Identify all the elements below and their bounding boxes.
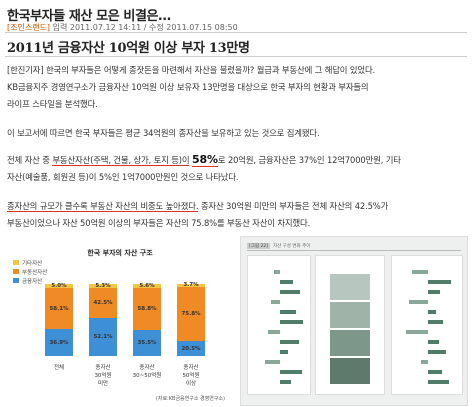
bar-segment-other: 5.0%: [45, 283, 73, 289]
legend-swatch: [13, 269, 19, 274]
asset-structure-figure: 한국 부자의 자산 구조 기타자산 부동산자산 금융자산 (자료:KB금융연구소…: [5, 236, 235, 406]
figure-title: 한국 부자의 자산 구조: [87, 249, 153, 257]
report-figure-header: [그림 22] 자산 구성 변화 추이: [247, 241, 461, 251]
report-figure-bar: [330, 330, 370, 356]
report-figure-bar: [428, 380, 449, 384]
report-figure-bar: [428, 280, 451, 284]
bar-segment-financial: 20.5%: [177, 341, 205, 356]
report-figure-bar: [330, 358, 370, 384]
bar-segment-other: 5.3%: [89, 283, 117, 289]
category-label: 종자산 30억원 미만: [94, 365, 112, 387]
report-figure-bar: [330, 302, 370, 328]
report-figure-bar: [280, 380, 291, 384]
legend-label: 금융자산: [22, 278, 43, 285]
bar-segment-real-estate: 58.1%: [45, 287, 73, 330]
paragraph-total-assets: 이 보고서에 따르면 한국 부자들은 평균 34억원의 종자산을 보유하고 있는…: [7, 128, 320, 138]
report-figure-bar: [268, 330, 280, 334]
legend-item-other: 기타자산: [13, 258, 47, 267]
bar-segment-other: 5.6%: [133, 283, 161, 289]
legend-item-real-estate: 부동산자산: [13, 267, 47, 276]
report-figure-tag: [그림 22]: [247, 242, 270, 249]
stacked-bar: 3.7% 75.8% 20.5%: [177, 282, 205, 356]
figure-footnote: (자료:KB금융연구소 경영연구소): [155, 396, 225, 402]
category-label: 전체: [53, 365, 65, 371]
text-span: 종자산 30억원 미만의 부자들은 전체 자산의 42.5%가: [198, 201, 389, 211]
legend-item-financial: 금융자산: [13, 276, 47, 285]
article-title: 한국부자들 재산 모은 비결은…: [7, 9, 171, 24]
paragraph-line: 전체 자산 중 부동산자산(주택, 건물, 상가, 토지 등)이 58%로 20…: [7, 151, 467, 169]
highlight-real-estate: 부동산자산(주택, 건물, 상가, 토지 등)이: [52, 155, 190, 166]
report-figure-title: 자산 구성 변화 추이: [272, 243, 311, 249]
highlight-58-percent: 58%: [191, 153, 218, 167]
bar-segment-financial: 52.1%: [89, 318, 117, 356]
bar-segment-financial: 36.9%: [45, 329, 73, 356]
subtitle-divider: [5, 56, 467, 57]
paragraph-line: 종자산의 규모가 클수록 부동산 자산의 비중도 높아졌다. 종자산 30억원 …: [7, 198, 467, 215]
article-meta: [조인스랜드] 입력 2011.07.12 14:11 / 수정 2011.07…: [7, 22, 238, 33]
report-figure-bar: [421, 360, 428, 364]
bar-segment-financial: 35.5%: [133, 330, 161, 356]
paragraph-intro: [한진기자] 한국의 부자들은 어떻게 종잣돈을 마련해서 자산을 불렸을까? …: [7, 62, 467, 113]
report-figure-panel: [247, 255, 311, 395]
paragraph-asset-split: 전체 자산 중 부동산자산(주택, 건물, 상가, 토지 등)이 58%로 20…: [7, 151, 467, 186]
text-span: 로 20억원, 금융자산은 37%인 12억7000만원, 기타: [217, 155, 401, 165]
text-span: 전체 자산 중: [7, 155, 53, 165]
report-figure-bar: [428, 290, 440, 294]
report-figure-bar: [409, 300, 428, 304]
article-subtitle: 2011년 금융자산 10억원 이상 부자 13만명: [7, 41, 250, 56]
report-figure-bar: [274, 270, 280, 274]
report-figure-bar: [280, 290, 300, 294]
figure-legend: 기타자산 부동산자산 금융자산: [13, 258, 47, 285]
category-label: 종자산 50억원 이상: [182, 365, 200, 387]
report-figure-bar: [280, 320, 303, 324]
category-label: 종자산 30~50억원: [132, 365, 162, 379]
report-figure-bar: [428, 370, 442, 374]
report-figure-bar: [271, 300, 280, 304]
highlight-scale: 종자산의 규모가 클수록 부동산 자산의 비중도 높아졌다.: [7, 201, 199, 212]
bar-segment-real-estate: 58.8%: [133, 288, 161, 331]
stacked-bar: 5.0% 58.1% 36.9%: [45, 283, 73, 356]
legend-label: 기타자산: [22, 260, 43, 267]
legend-swatch: [13, 260, 19, 265]
report-figure-image: [그림 22] 자산 구성 변화 추이: [240, 236, 468, 406]
paragraph-line: 자산(예술품, 회원권 등)이 5%인 1억7000만원인 것으로 나타났다.: [7, 172, 239, 182]
report-figure-panel: [391, 255, 463, 395]
paragraph-line: 라이프 스타일을 분석했다.: [7, 99, 98, 109]
report-figure-bar: [280, 340, 299, 344]
report-figure-bar: [280, 280, 293, 284]
source-link[interactable]: [조인스랜드]: [7, 23, 51, 32]
report-figure-bar: [428, 340, 439, 344]
report-figure-panel: [315, 255, 385, 395]
bar-segment-real-estate: 42.5%: [89, 287, 117, 319]
report-figure-bar: [428, 310, 436, 314]
report-figure-bar: [280, 310, 296, 314]
bar-segment-real-estate: 75.8%: [177, 286, 205, 342]
paragraph-line: 부동산이었으나 자산 50억원 이상의 부자들은 자산의 75.8%를 부동산 …: [7, 218, 311, 228]
report-figure-bar: [330, 274, 370, 300]
legend-swatch: [13, 278, 19, 283]
report-figure-bar: [406, 330, 428, 334]
report-figure-bar: [280, 350, 288, 354]
bar-segment-other: 3.7%: [177, 282, 205, 288]
report-figure-bar: [280, 370, 302, 374]
article-dates: 입력 2011.07.12 14:11 / 수정 2011.07.15 08:5…: [50, 23, 238, 32]
paragraph-scale: 종자산의 규모가 클수록 부동산 자산의 비중도 높아졌다. 종자산 30억원 …: [7, 198, 467, 232]
report-figure-bar: [412, 270, 428, 274]
report-figure-bar: [428, 320, 443, 324]
report-figure-bar: [265, 360, 280, 364]
legend-label: 부동산자산: [22, 269, 48, 276]
stacked-bar: 5.3% 42.5% 52.1%: [89, 283, 117, 356]
paragraph-line: KB금융지주 경영연구소가 금융자산 10억원 이상 보유자 13만명을 대상으…: [7, 82, 369, 92]
stacked-bar: 5.6% 58.8% 35.5%: [133, 283, 161, 356]
header-divider: [5, 32, 467, 33]
report-figure-bar: [428, 350, 446, 354]
paragraph-line: [한진기자] 한국의 부자들은 어떻게 종잣돈을 마련해서 자산을 불렸을까? …: [7, 65, 376, 75]
